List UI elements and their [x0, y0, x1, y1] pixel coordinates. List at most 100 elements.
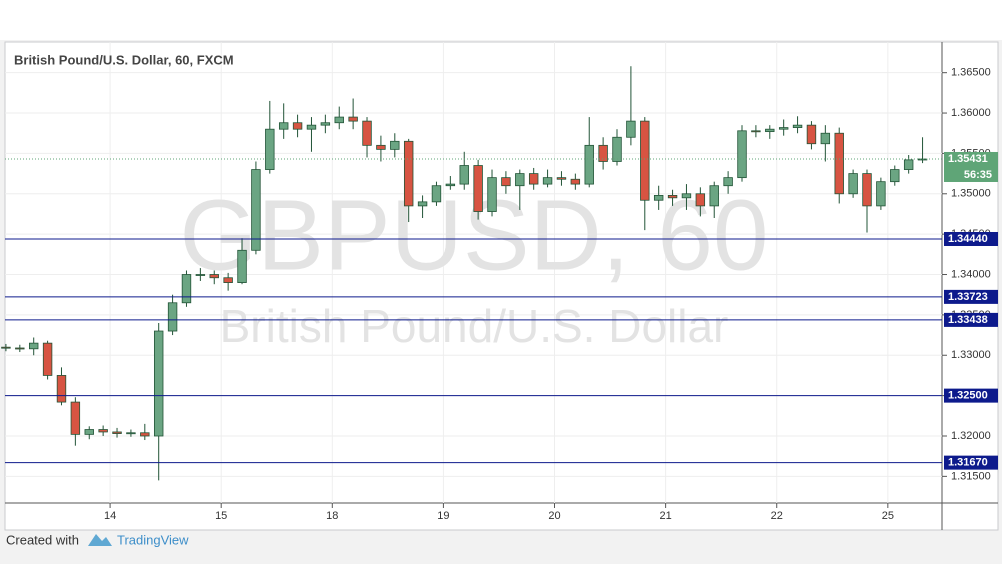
level-label-box [944, 289, 998, 304]
candle-body [56, 375, 67, 403]
candle-body [348, 116, 358, 122]
x-tick-label: 15 [215, 510, 227, 522]
tradingview-logo [88, 534, 112, 546]
level-label-box [944, 231, 998, 246]
candle-body [1, 346, 11, 349]
candle-body [681, 193, 692, 199]
candle-body [640, 120, 650, 201]
candle-body [765, 128, 775, 133]
candle-body [15, 347, 25, 350]
candle-body [42, 342, 53, 376]
level-label-box [944, 312, 998, 327]
candle-body [876, 181, 886, 207]
candle-body [265, 128, 275, 170]
candle-body [84, 429, 94, 435]
candle-body [848, 173, 858, 195]
candle-body [306, 124, 317, 130]
candle-body [70, 401, 81, 435]
candle-body [376, 144, 386, 150]
last-price-box [944, 151, 998, 182]
candle-body [792, 124, 803, 128]
y-tick-label: 1.33000 [951, 349, 991, 361]
candle-body [251, 169, 261, 251]
candle-body [890, 169, 900, 183]
footer-text: Created with [6, 532, 79, 547]
chart-frame [4, 41, 999, 531]
candle-body [570, 178, 581, 185]
candle-body [709, 185, 719, 207]
level-label-box [944, 455, 998, 470]
candle-body [209, 274, 219, 279]
level-label: 1.33723 [948, 291, 988, 303]
level-label: 1.34440 [948, 233, 988, 245]
candle-body [917, 158, 928, 161]
candle-body [459, 165, 469, 185]
candle-body [390, 140, 400, 150]
level-label-box [944, 388, 998, 403]
candle-body [820, 132, 831, 145]
candle-body [28, 342, 39, 350]
candle-body [751, 130, 761, 133]
candle-body [362, 120, 372, 146]
candle-body [403, 140, 414, 207]
candle-body [598, 144, 608, 162]
plot [1, 66, 942, 481]
countdown: 56:35 [964, 169, 992, 181]
last-price-label: 1.35431 [948, 153, 988, 165]
watermark-subtitle: British Pound/U.S. Dollar [220, 300, 729, 352]
candle-body [501, 177, 511, 187]
top-bar [0, 0, 1002, 40]
candle-body [834, 132, 844, 195]
candle-body [195, 274, 206, 276]
candle-body [126, 432, 136, 435]
chart-title: British Pound/U.S. Dollar, 60, FXCM [14, 52, 234, 67]
candle-body [112, 431, 122, 434]
candle-body [140, 432, 150, 437]
candle-body [431, 185, 442, 203]
candle-body [278, 122, 289, 130]
candle-body [556, 177, 567, 180]
y-tick-label: 1.35000 [951, 188, 991, 200]
candle-body [487, 177, 497, 212]
candle-body [903, 159, 914, 170]
x-tick-label: 25 [882, 510, 894, 522]
candle-body [417, 201, 428, 207]
candle-body [334, 116, 344, 124]
footer-brand[interactable]: TradingView [117, 532, 189, 547]
candle-body [473, 165, 483, 212]
candle-body [626, 120, 636, 138]
candle-body [181, 274, 192, 304]
candle-body [542, 177, 553, 185]
candle-body [612, 136, 622, 162]
candle-body [98, 429, 108, 433]
candle-body [292, 122, 303, 130]
candle-body [667, 194, 678, 199]
x-tick-label: 18 [326, 510, 338, 522]
y-tick-label: 1.36000 [951, 107, 991, 119]
candle-body [778, 127, 789, 130]
y-tick-label: 1.32000 [951, 430, 991, 442]
candle-body [653, 194, 664, 201]
candle-body [723, 177, 733, 187]
candle-body [737, 130, 747, 179]
y-tick-label: 1.36500 [951, 67, 991, 79]
candle-body [223, 277, 233, 283]
x-tick-label: 14 [104, 510, 116, 522]
x-tick-label: 20 [548, 510, 560, 522]
candle-body [584, 144, 594, 185]
candle-body [528, 173, 539, 185]
x-tick-label: 19 [437, 510, 449, 522]
candle-body [153, 330, 164, 437]
x-tick-label: 21 [659, 510, 671, 522]
level-label: 1.33438 [948, 314, 988, 326]
candle-body [515, 173, 525, 187]
level-label: 1.32500 [948, 390, 988, 402]
candle-body [320, 122, 331, 126]
candle-body [862, 173, 872, 207]
candle-body [445, 183, 456, 187]
y-tick-label: 1.34000 [951, 268, 991, 280]
candle-body [237, 249, 247, 283]
candle-body [167, 302, 178, 332]
